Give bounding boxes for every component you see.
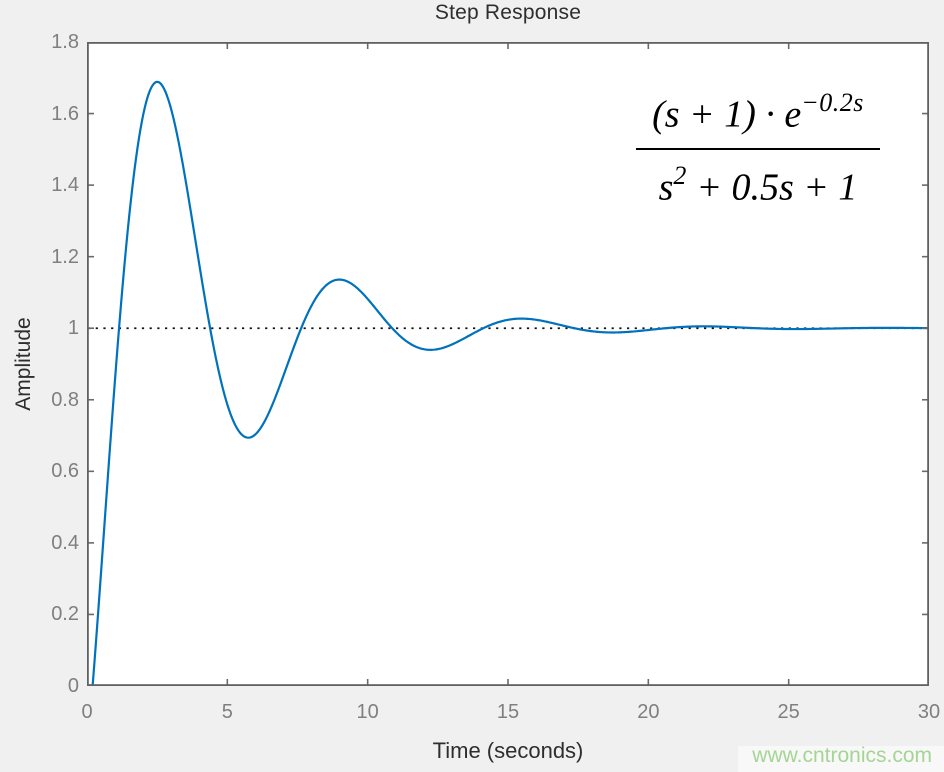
y-axis-label: Amplitude (12, 317, 35, 411)
y-tick-label: 1.8 (51, 31, 79, 53)
y-tick-label: 1.6 (51, 102, 79, 125)
y-tick-label: 1.4 (51, 174, 79, 197)
chart-canvas (87, 42, 929, 686)
formula-fraction-bar (636, 147, 880, 150)
y-tick-label: 0.4 (51, 531, 79, 554)
watermark-band (738, 746, 944, 772)
x-tick-label: 25 (777, 701, 800, 723)
formula-denominator-exponent: 2 (673, 160, 687, 190)
y-tick-label: 0 (67, 675, 79, 697)
x-tick-label: 10 (356, 701, 379, 723)
formula-numerator-exponent: −0.2s (801, 88, 864, 117)
axis-box (87, 42, 929, 686)
y-tick-label: 0.8 (51, 388, 79, 411)
watermark: www.cntronics.com (752, 744, 932, 767)
x-tick-label: 20 (637, 701, 660, 723)
chart-title: Step Response (434, 1, 582, 24)
y-tick-label: 1 (67, 317, 79, 340)
x-tick-label: 0 (81, 701, 93, 723)
formula-numerator-main: (s + 1) · e (652, 93, 802, 136)
x-tick-label: 15 (496, 701, 520, 723)
formula-denominator-rest: + 0.5s + 1 (686, 166, 858, 209)
x-tick-label: 5 (221, 701, 233, 723)
step-response-curve (87, 80, 929, 686)
y-tick-label: 0.6 (51, 460, 79, 483)
transfer-function-annotation: (s + 1) · e−0.2s s2 + 0.5s + 1 (634, 74, 882, 215)
x-tick-label: 30 (917, 701, 941, 723)
x-axis-label: Time (seconds) (432, 738, 584, 763)
formula-denominator: s2 + 0.5s + 1 (634, 150, 882, 216)
formula-denominator-base: s (658, 166, 674, 209)
y-tick-label: 0.2 (51, 603, 79, 626)
formula-numerator: (s + 1) · e−0.2s (634, 74, 882, 146)
y-tick-label: 1.2 (51, 245, 79, 268)
